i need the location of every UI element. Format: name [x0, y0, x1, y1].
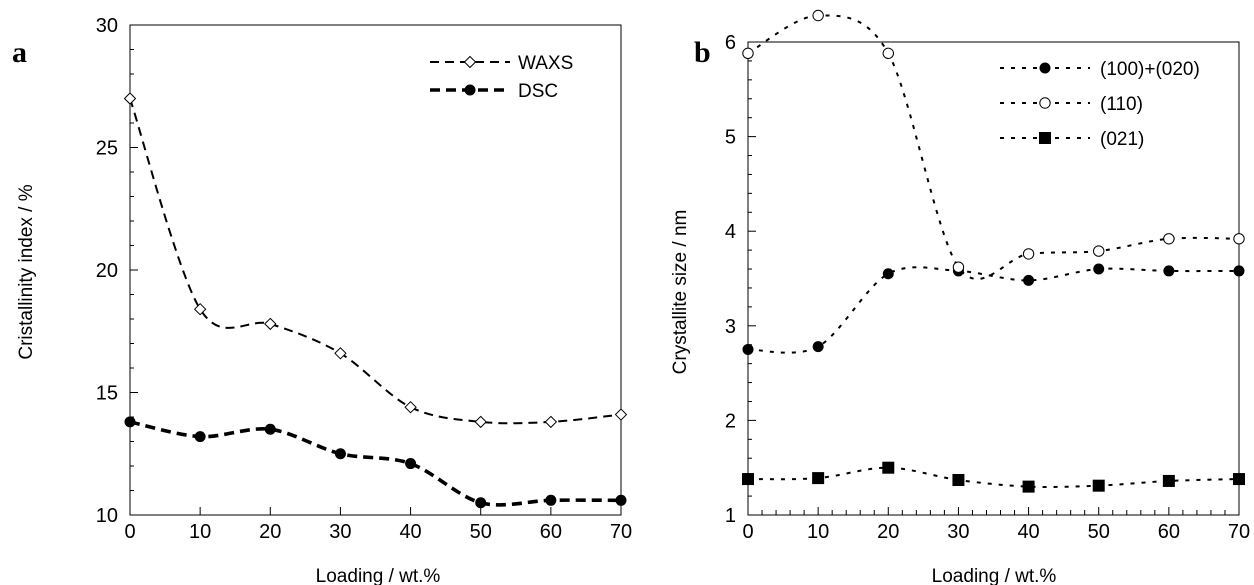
panel-a-data-point-2: [615, 494, 627, 506]
panel-b-x-tick-label: 0: [742, 521, 753, 543]
panel-a-data-point-2: [475, 497, 487, 509]
panel-a-data-point-1: [474, 415, 487, 429]
panel-b-y-tick-label: 3: [725, 316, 736, 338]
panel-b-data-point-2: [882, 47, 894, 60]
panel-b-legend-label-1: (100)+(020): [1100, 59, 1200, 80]
panel-a-legend-marker-2: [464, 84, 476, 96]
panel-b-data-point-3: [882, 461, 895, 474]
panel-a-y-tick-label: 15: [96, 383, 118, 405]
panel-b-x-tick-label: 30: [947, 521, 969, 543]
panel-b-legend-marker-2: [1039, 97, 1051, 109]
panel-b-y-tick-label: 5: [725, 127, 736, 149]
panel-a-data-point-1: [123, 92, 137, 105]
panel-a-data-point-1: [544, 415, 558, 429]
panel-a-data-point-2: [334, 448, 346, 460]
panel-b-y-tick-label: 2: [725, 410, 736, 432]
panel-a-x-tick-label: 70: [610, 521, 632, 543]
panel-a-legend-label-1: WAXS: [518, 53, 573, 74]
panel-a-y-tick-label: 10: [96, 505, 118, 527]
panel-b-data-point-3: [952, 473, 965, 486]
panel-b-data-point-3: [742, 473, 754, 486]
panel-b-y-axis-title: Crystallite size / nm: [670, 210, 691, 375]
panel-a-data-point-1: [264, 317, 277, 331]
panel-a-cristallinity-chart: a 0 10 20 30 40 50 60 70 10 15 20 25 30 Loading / w…: [12, 15, 632, 585]
panel-b-x-tick-label: 60: [1158, 521, 1180, 543]
panel-a-x-ticks: 0 10 20 30 40 50 60 70: [124, 507, 632, 543]
panel-b-y-tick-label: 6: [725, 32, 736, 54]
panel-b-legend-label-2: (110): [1100, 94, 1143, 115]
panel-b-x-tick-label: 70: [1228, 521, 1250, 543]
panel-b-legend: (100)+(020) (110) (021): [1000, 59, 1200, 150]
panel-b-data-point-2: [1093, 245, 1105, 257]
panel-a-data-point-2: [194, 431, 206, 443]
panel-b-legend-label-3: (021): [1100, 129, 1144, 150]
panel-b-data-point-2: [1022, 248, 1035, 260]
panel-b-data-point-2: [812, 9, 824, 22]
panel-a-data-point-2: [405, 458, 417, 470]
panel-b-data-point-1: [1023, 274, 1035, 286]
panel-a-x-tick-label: 10: [189, 521, 211, 543]
panel-a-data-point-2: [545, 494, 557, 506]
panel-b-series: [742, 9, 1245, 493]
panel-a-series: [123, 92, 628, 509]
panel-b-data-point-1: [1163, 265, 1175, 277]
panel-a-x-tick-label: 50: [470, 521, 492, 543]
panel-b-plot-frame: [747, 41, 1240, 516]
panel-b-x-tick-label: 20: [877, 521, 899, 543]
panel-b-data-point-3: [1092, 479, 1105, 492]
panel-a-x-tick-label: 40: [399, 521, 421, 543]
panel-a-y-axis-title: Cristallinity index / %: [16, 184, 37, 359]
panel-a-series-line-2: [129, 420, 622, 507]
panel-b-x-ticks: 0 10 20 30 40 50 60 70: [742, 507, 1250, 543]
panel-b-data-point-1: [742, 343, 754, 355]
panel-b-x-tick-label: 40: [1017, 521, 1039, 543]
panel-b-label: b: [694, 36, 711, 69]
panel-a-y-ticks: 10 15 20 25 30: [96, 15, 138, 527]
panel-b-y-tick-label: 4: [725, 221, 736, 243]
panel-b-plot-area-border: [747, 41, 1240, 516]
panel-a-data-point-1: [614, 408, 628, 421]
panel-b-y-tick-label: 1: [725, 505, 736, 527]
panel-b-data-point-1: [1233, 265, 1245, 277]
panel-a-data-point-1: [193, 302, 207, 316]
panel-b-data-point-3: [1162, 474, 1175, 487]
panel-b-data-point-3: [812, 472, 825, 485]
panel-a-label: a: [12, 36, 27, 69]
panel-b-legend-marker-3: [1039, 132, 1051, 144]
panel-b-x-tick-label: 10: [807, 521, 829, 543]
panel-b-data-point-2: [952, 261, 965, 273]
panel-a-data-point-1: [404, 400, 417, 414]
panel-a-x-tick-label: 20: [259, 521, 281, 543]
panel-a-data-point-2: [124, 416, 136, 428]
panel-a-legend-label-2: DSC: [518, 81, 558, 102]
panel-b-x-axis-title: Loading / wt.%: [932, 566, 1057, 585]
panel-a-legend-marker-1: [463, 55, 477, 69]
panel-a-y-tick-label: 20: [96, 260, 118, 282]
panel-a-data-point-1: [334, 347, 347, 360]
panel-b-data-point-3: [1233, 473, 1245, 486]
panel-b-data-point-2: [1163, 233, 1175, 245]
panel-b-data-point-1: [882, 268, 894, 280]
panel-b-series-line-1: [747, 266, 1240, 354]
panel-b-data-point-1: [812, 341, 824, 353]
panel-b-data-point-2: [1233, 233, 1245, 245]
panel-b-legend-marker-1: [1039, 62, 1051, 74]
panel-a-y-tick-label: 30: [96, 15, 118, 37]
panel-b-data-point-2: [742, 47, 754, 60]
panel-a-x-tick-label: 0: [124, 521, 135, 543]
panel-b-x-tick-label: 50: [1088, 521, 1110, 543]
panel-a-x-tick-label: 60: [540, 521, 562, 543]
panel-a-series-line-1: [129, 98, 622, 425]
panel-b-data-point-3: [1022, 480, 1035, 493]
panel-a-legend: WAXS DSC: [430, 53, 573, 102]
panel-b-y-ticks: 1 2 3 4 5 6: [725, 32, 756, 527]
panel-a-y-tick-label: 25: [96, 138, 118, 160]
panel-a-x-axis-title: Loading / wt.%: [316, 566, 441, 585]
panel-b-data-point-1: [1093, 263, 1105, 275]
panel-a-data-point-2: [264, 423, 276, 435]
panel-a-x-tick-label: 30: [329, 521, 351, 543]
